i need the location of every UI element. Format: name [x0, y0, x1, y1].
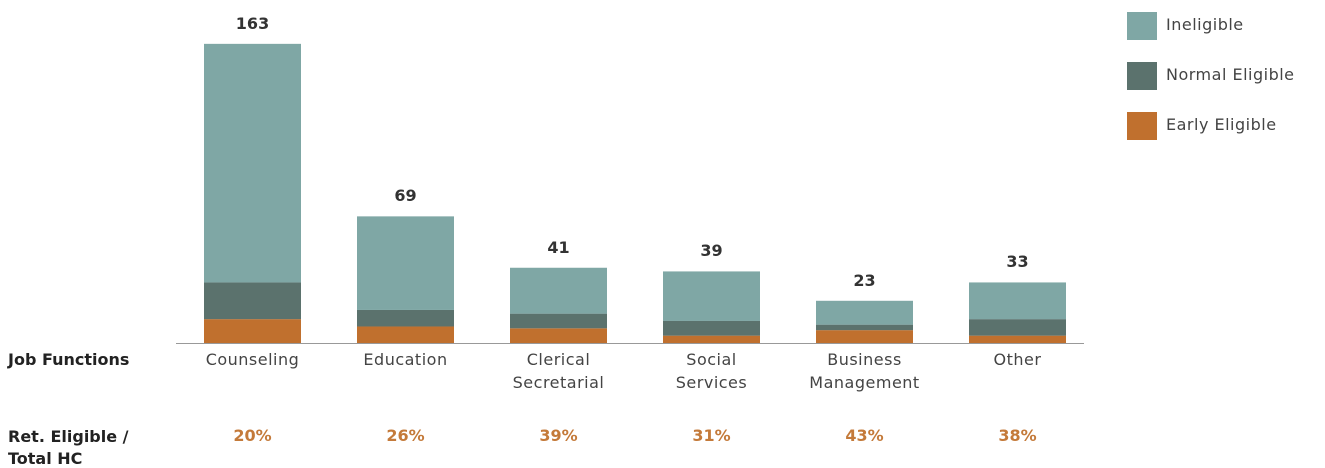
legend-label: Early Eligible: [1166, 115, 1277, 134]
bar-segment: [510, 267, 607, 314]
bar-segment: [816, 324, 913, 331]
legend-swatch: [1127, 12, 1157, 40]
ratio-label: 26%: [386, 426, 425, 445]
bar-segment: [663, 320, 760, 336]
x-tick-label: Counseling: [205, 350, 300, 369]
ratio-label: 43%: [845, 426, 884, 445]
row-label: Ret. Eligible / Total HC: [8, 427, 129, 468]
bar-segment: [204, 282, 301, 320]
total-label: 23: [853, 270, 876, 290]
legend-label: Ineligible: [1166, 15, 1244, 34]
x-tick-label: Business Management: [809, 350, 920, 392]
bar-segment: [357, 216, 454, 310]
bar-segment: [663, 271, 760, 321]
legend-swatch: [1127, 62, 1157, 90]
legend-swatch: [1127, 112, 1157, 140]
x-tick-label: Education: [363, 350, 448, 369]
bar-segment: [663, 335, 760, 343]
total-label: 69: [394, 186, 417, 206]
total-label: 163: [235, 13, 270, 33]
ratio-label: 38%: [998, 426, 1037, 445]
x-tick-label: Clerical Secretarial: [512, 350, 605, 392]
bar-segment: [510, 313, 607, 329]
bar-segment: [969, 319, 1066, 336]
ratio-label: 20%: [233, 426, 272, 445]
x-tick-label: Social Services: [675, 350, 748, 392]
total-label: 41: [547, 237, 570, 257]
bar-segment: [969, 335, 1066, 343]
bar-segment: [204, 319, 301, 343]
bar-segment: [969, 282, 1066, 320]
total-label: 39: [700, 241, 723, 261]
bar-segment: [816, 300, 913, 325]
legend-label: Normal Eligible: [1166, 65, 1295, 84]
ratio-label: 31%: [692, 426, 731, 445]
bar-segment: [816, 330, 913, 343]
bar-segment: [357, 326, 454, 343]
ratio-label: 39%: [539, 426, 578, 445]
bar-segment: [510, 328, 607, 343]
x-tick-label: Other: [993, 350, 1042, 369]
bar-segment: [204, 43, 301, 283]
total-label: 33: [1006, 252, 1029, 272]
bar-segment: [357, 309, 454, 327]
axis-label: Job Functions: [8, 350, 130, 369]
